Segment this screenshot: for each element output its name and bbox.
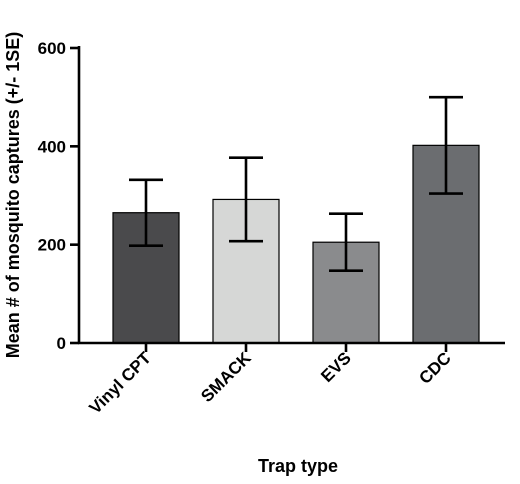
- error-bars-layer: [129, 95, 463, 273]
- category-label: EVS: [317, 348, 354, 385]
- y-tick-label: 0: [57, 334, 66, 353]
- y-tick-label: 200: [38, 236, 66, 255]
- y-tick-label: 400: [38, 137, 66, 156]
- error-bar-vinyl-cpt: [129, 178, 163, 247]
- error-bar-smack: [229, 156, 263, 243]
- bars-layer: [112, 144, 480, 344]
- category-label: Vinyl CPT: [85, 348, 155, 418]
- error-bar-cdc: [429, 95, 463, 195]
- category-labels-layer: Vinyl CPT SMACK EVS CDC: [85, 348, 454, 418]
- error-bar-evs: [329, 212, 363, 273]
- category-label: SMACK: [197, 348, 255, 406]
- category-label: CDC: [415, 348, 454, 387]
- axes-layer: [77, 46, 505, 345]
- ticks-layer: 0 200 400 600: [38, 39, 448, 353]
- y-axis-title: Mean # of mosquito captures (+/- 1SE): [3, 32, 23, 359]
- x-axis-title: Trap type: [258, 456, 338, 476]
- y-tick-label: 600: [38, 39, 66, 58]
